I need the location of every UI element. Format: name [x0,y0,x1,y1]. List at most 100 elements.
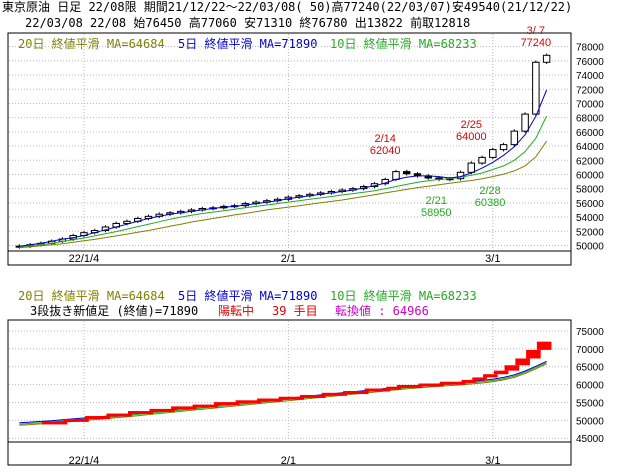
header-line1: 東京原油 日足 22/08限 期間21/12/22～22/03/08( 50)高… [2,0,573,14]
top-y-tick-label: 66000 [576,128,604,139]
tlb-brick [41,421,68,425]
tlb-brick [278,396,304,400]
annotation-date: 2/25 [461,119,482,131]
top-y-tick-label: 76000 [576,57,604,68]
annotation-price: 77240 [521,37,552,49]
tlb-count: 39 手目 [272,304,318,318]
top-y-tick-label: 64000 [576,142,604,153]
tlb-brick [214,402,240,406]
top-y-tick-label: 60000 [576,170,604,181]
top-y-tick-label: 74000 [576,71,604,82]
top-y-tick-label: 58000 [576,185,604,196]
tlb-brick [127,411,154,415]
candle-body [392,171,400,180]
candle-body [403,171,411,175]
candle-body [478,156,486,164]
candle-body [532,61,540,115]
annotation-date: 2/14 [375,133,396,145]
tlb-brick [418,383,444,387]
bottom-bricks [41,341,552,425]
tlb-brick [515,358,530,366]
candle-body [467,162,476,173]
annotation-price: 60380 [475,197,506,209]
tlb-brick [321,392,348,396]
bottom-x-tick-label: 22/1/4 [69,455,100,467]
top-x-tick-label: 3/1 [485,253,500,265]
candle-body [521,113,529,132]
tlb-brick [526,349,541,359]
tlb-brick [171,406,197,410]
legend-ma20-bottom: 20日 終値平滑 MA=64684 [18,289,165,303]
bottom-y-tick-label: 70000 [576,345,604,356]
bottom-y-tick-label: 55000 [576,398,604,409]
ma20-line [19,140,548,249]
top-y-tick-label: 72000 [576,85,604,96]
top-y-tick-label: 70000 [576,99,604,110]
annotation-date: 2/21 [426,195,447,207]
header-line2: 22/03/08 22/08 始76450 高77060 安71310 終767… [25,16,471,30]
bottom-x-tick-label: 2/1 [281,455,296,467]
tlb-brick [84,416,111,420]
ma10-line [19,115,548,248]
annotation-price: 64000 [456,131,487,143]
top-moving-averages [19,89,548,249]
bottom-x-tick-label: 3/1 [485,455,500,467]
tlb-name: 3段抜き新値足 (終値)=71890 [30,304,199,318]
bottom-y-tick-label: 50000 [576,416,604,427]
bottom-ma10-line [19,362,547,425]
legend-ma5-bottom: 5日 終値平滑 MA=71890 [178,289,318,303]
top-y-tick-label: 50000 [576,241,604,252]
top-y-tick-label: 68000 [576,114,604,125]
tlb-brick [504,365,520,371]
tlb-brick [192,404,218,408]
bottom-y-tick-label: 60000 [576,381,604,392]
top-x-tick-label: 22/1/4 [69,253,100,265]
top-x-ticks: 22/1/4 2/1 3/1 [69,253,501,265]
tlb-brick [364,388,391,392]
candle-body [123,220,131,224]
tlb-reversal: 転換値 : 64966 [335,304,429,318]
bottom-x-axis-strip [7,441,572,466]
tlb-brick [343,391,369,395]
annotation-date: 2/28 [479,185,500,197]
top-y-tick-label: 56000 [576,199,604,210]
bottom-y-tick-label: 65000 [576,363,604,374]
bottom-y-ticks: 45000 50000 55000 60000 65000 70000 75000 [576,327,604,445]
tlb-brick [257,398,283,402]
tlb-brick [461,379,477,383]
annotation-price: 58950 [421,207,452,219]
top-x-tick-label: 2/1 [281,253,296,265]
legend-ma20-top: 20日 終値平滑 MA=64684 [18,37,165,51]
candle-body [542,54,551,63]
top-candles [15,53,551,249]
tlb-brick [386,386,401,390]
bottom-y-tick-label: 75000 [576,327,604,338]
legend-ma10-top: 10日 終値平滑 MA=68233 [330,37,477,51]
tlb-brick [63,418,89,422]
candle-body [499,144,508,151]
tlb-brick [300,394,326,398]
tlb-brick [149,408,175,412]
tlb-brick [235,400,261,404]
top-y-tick-label: 62000 [576,156,604,167]
tlb-brick [396,384,423,388]
top-y-tick-label: 52000 [576,227,604,238]
annotation-price: 62040 [370,145,401,157]
candle-body [510,130,519,146]
top-grid [9,34,570,250]
tlb-brick [440,381,466,385]
top-y-ticks: 50000 52000 54000 56000 58000 60000 62000 64000… [576,43,604,253]
bottom-ma5-line [19,360,547,424]
bottom-x-ticks: 22/1/4 2/1 3/1 [69,455,501,467]
annotation-date: 3/ 7 [527,25,545,37]
tlb-brick [493,370,509,375]
top-y-tick-label: 78000 [576,43,604,54]
bottom-y-tick-label: 45000 [576,434,604,445]
top-y-tick-label: 54000 [576,213,604,224]
tlb-brick [472,377,487,381]
tlb-state: 陽転中 [218,304,255,318]
tlb-brick [483,374,498,378]
ma5-line [19,89,548,247]
